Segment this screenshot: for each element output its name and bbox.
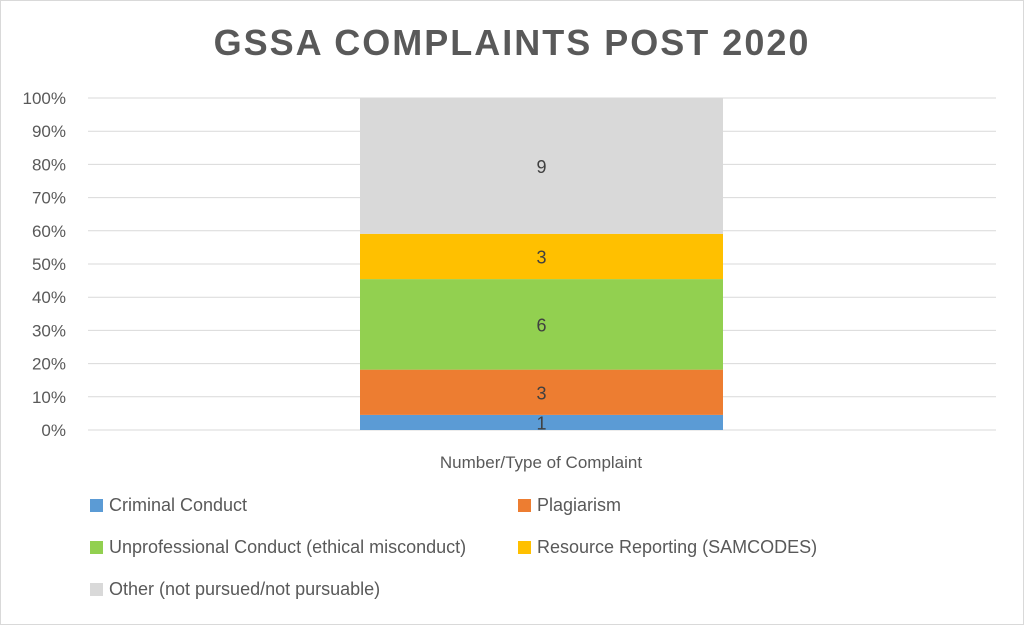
chart-title: GSSA COMPLAINTS POST 2020: [213, 22, 811, 63]
legend-item: Plagiarism: [518, 495, 621, 516]
bar-segment-unprofessional-conduct-ethical-misconduct: [360, 279, 723, 370]
x-axis-label: Number/Type of Complaint: [440, 453, 642, 472]
data-label: 9: [536, 157, 546, 177]
legend-swatch: [90, 499, 103, 512]
legend-item: Resource Reporting (SAMCODES): [518, 537, 817, 558]
y-tick-label: 80%: [32, 155, 66, 174]
bar-segment-resource-reporting-samcodes: [360, 233, 723, 280]
y-tick-label: 60%: [32, 222, 66, 241]
bar-segment-other-not-pursued-not-pursuable: [360, 98, 723, 234]
legend-label: Other (not pursued/not pursuable): [109, 579, 381, 599]
y-tick-label: 50%: [32, 255, 66, 274]
bar-segment-plagiarism: [360, 369, 723, 415]
data-label: 3: [536, 247, 546, 267]
legend-label: Unprofessional Conduct (ethical miscondu…: [109, 537, 467, 557]
y-axis-ticks: 0% 10% 20% 30% 40% 50% 60% 70% 80% 90% 100%: [23, 89, 66, 440]
y-tick-label: 20%: [32, 355, 66, 374]
stacked-bar: [360, 98, 723, 430]
y-tick-label: 100%: [23, 89, 66, 108]
y-tick-label: 10%: [32, 388, 66, 407]
legend-item: Other (not pursued/not pursuable): [90, 579, 380, 600]
legend-item: Unprofessional Conduct (ethical miscondu…: [90, 537, 466, 558]
legend-label: Plagiarism: [537, 495, 622, 515]
legend-label: Resource Reporting (SAMCODES): [537, 537, 818, 557]
y-tick-label: 40%: [32, 288, 66, 307]
legend-swatch: [90, 541, 103, 554]
legend-swatch: [518, 499, 531, 512]
data-label: 6: [536, 315, 546, 335]
legend-item: Criminal Conduct: [90, 495, 247, 516]
y-tick-label: 0%: [41, 421, 66, 440]
legend-label: Criminal Conduct: [109, 495, 248, 515]
y-tick-label: 30%: [32, 321, 66, 340]
y-tick-label: 70%: [32, 189, 66, 208]
legend-swatch: [518, 541, 531, 554]
data-label: 3: [536, 383, 546, 403]
y-tick-label: 90%: [32, 122, 66, 141]
data-label: 1: [536, 413, 546, 433]
data-labels: 1 3 6 3 9: [536, 157, 546, 434]
legend-swatch: [90, 583, 103, 596]
bar-segment-criminal-conduct: [360, 414, 723, 430]
